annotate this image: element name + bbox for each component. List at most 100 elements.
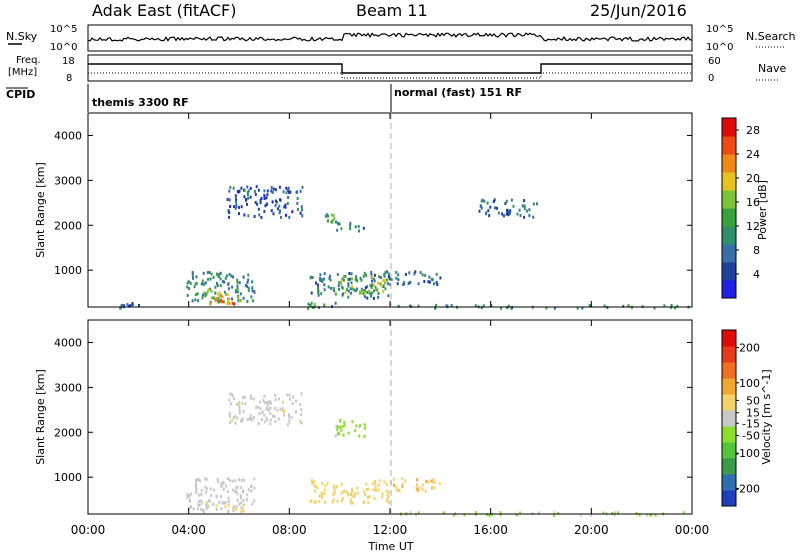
heatmap-cell (364, 289, 367, 293)
heatmap-cell (382, 279, 385, 283)
nsky-tick-bottom: 10^0 (50, 42, 77, 53)
colorbar-swatch (722, 280, 736, 299)
heatmap-cell (368, 495, 371, 499)
heatmap-cell (670, 304, 673, 307)
velocity-colorbar-label: Velocity [m s^-1] (760, 369, 773, 464)
heatmap-cell (369, 284, 372, 287)
heatmap-cell (236, 492, 239, 495)
heatmap-cell (351, 287, 354, 291)
heatmap-cell (216, 477, 219, 481)
heatmap-cell (488, 214, 491, 217)
heatmap-cell (394, 485, 397, 489)
colorbar-tick-label: -100 (735, 447, 760, 460)
heatmap-cell (354, 225, 357, 229)
heatmap-cell (373, 283, 375, 287)
heatmap-cell (238, 281, 241, 285)
heatmap-cell (370, 285, 373, 289)
heatmap-cell (247, 273, 250, 277)
freq-tick-top: 18 (62, 56, 75, 67)
heatmap-cell (200, 489, 203, 493)
heatmap-cell (258, 412, 261, 416)
colorbar-swatch (722, 362, 736, 379)
heatmap-cell (310, 479, 313, 482)
heatmap-cell (276, 207, 279, 211)
heatmap-cell (318, 494, 321, 498)
heatmap-cell (281, 409, 284, 413)
heatmap-cell (528, 214, 531, 217)
heatmap-cell (227, 490, 230, 494)
heatmap-cell (241, 396, 244, 400)
heatmap-cell (301, 208, 303, 212)
heatmap-cell (509, 209, 512, 213)
heatmap-cell (227, 509, 230, 513)
heatmap-cell (351, 420, 354, 424)
heatmap-cell (216, 480, 219, 483)
heatmap-cell (228, 415, 231, 418)
heatmap-cell (310, 291, 313, 295)
heatmap-cell (342, 292, 344, 296)
heatmap-cell (340, 491, 343, 495)
heatmap-cell (438, 482, 441, 486)
heatmap-cell (295, 399, 297, 403)
heatmap-cell (494, 206, 496, 210)
heatmap-cell (265, 407, 268, 411)
heatmap-cell (258, 213, 261, 217)
colorbar-tick-label: 100 (739, 377, 760, 390)
heatmap-cell (373, 289, 375, 293)
heatmap-cell (238, 411, 241, 415)
heatmap-cell (342, 278, 345, 282)
heatmap-cell (223, 280, 226, 284)
heatmap-cell (415, 486, 418, 489)
heatmap-cell (236, 280, 239, 284)
heatmap-cell (374, 489, 377, 493)
heatmap-cell (220, 495, 223, 499)
heatmap-cell (196, 507, 199, 511)
heatmap-cell (263, 209, 266, 213)
heatmap-cell (287, 195, 290, 199)
x-tick-label: 12:00 (373, 523, 408, 537)
heatmap-cell (417, 489, 420, 493)
heatmap-cell (229, 204, 232, 208)
heatmap-cell (290, 415, 293, 419)
heatmap-cell (417, 282, 420, 286)
heatmap-cell (313, 302, 316, 306)
heatmap-cell (622, 304, 625, 308)
heatmap-cell (401, 484, 404, 488)
heatmap-cell (392, 483, 395, 487)
heatmap-cell (186, 281, 189, 285)
heatmap-cell (209, 287, 211, 291)
heatmap-cell (442, 511, 445, 515)
heatmap-cell (237, 299, 240, 303)
heatmap-cell (236, 278, 239, 282)
heatmap-cell (653, 306, 656, 310)
heatmap-cell (552, 514, 555, 517)
heatmap-cell (288, 215, 291, 219)
heatmap-cell (428, 275, 431, 279)
heatmap-cell (525, 209, 528, 213)
heatmap-cell (343, 489, 346, 493)
colorbar-tick-label: 8 (753, 244, 760, 257)
heatmap-cell (421, 487, 424, 491)
heatmap-cell (386, 497, 389, 501)
heatmap-cell (220, 481, 223, 485)
heatmap-cell (265, 401, 268, 405)
heatmap-cell (506, 306, 509, 310)
heatmap-cell (349, 492, 352, 496)
heatmap-cell (208, 499, 211, 503)
heatmap-cell (328, 276, 331, 280)
heatmap-cell (379, 276, 382, 279)
heatmap-cell (385, 278, 388, 282)
heatmap-cell (323, 303, 326, 307)
colorbar-swatch (722, 208, 736, 227)
heatmap-cell (611, 511, 614, 515)
heatmap-cell (207, 277, 210, 281)
heatmap-cell (260, 197, 263, 200)
y-tick-label: 3000 (54, 174, 82, 187)
x-tick-label: 00:00 (71, 523, 106, 537)
heatmap-cell (333, 216, 336, 220)
colorbar-tick-label: 28 (746, 124, 760, 137)
heatmap-cell (388, 500, 390, 504)
heatmap-cell (439, 276, 442, 280)
colorbar-swatch (722, 394, 736, 411)
